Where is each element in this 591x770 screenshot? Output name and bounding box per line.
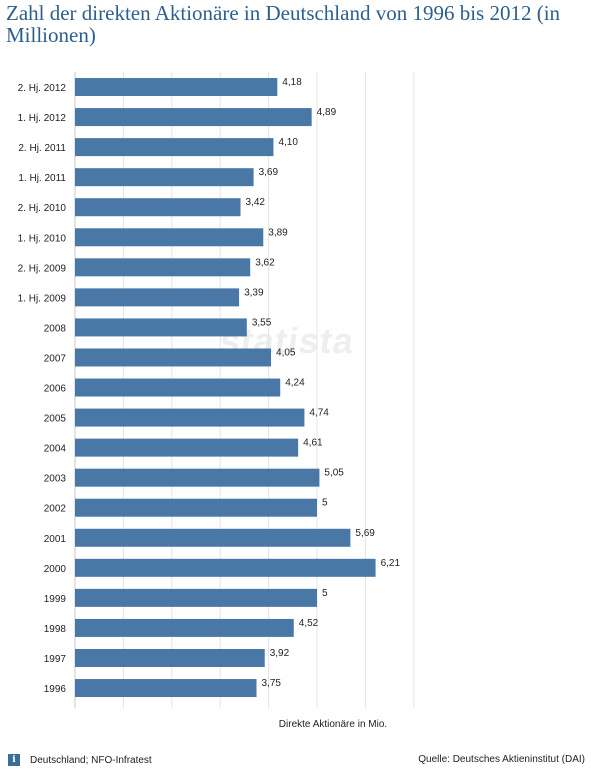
- footer-source: Quelle: Deutsches Aktieninstitut (DAI): [418, 754, 585, 765]
- value-label: 3,39: [244, 287, 264, 298]
- category-label: 1. Hj. 2012: [18, 113, 67, 124]
- category-label: 2002: [44, 504, 67, 515]
- bar[interactable]: [75, 228, 264, 247]
- value-label: 4,05: [276, 347, 296, 358]
- bar[interactable]: [75, 679, 257, 698]
- value-label: 5: [322, 588, 328, 599]
- category-label: 2008: [44, 323, 67, 334]
- bar[interactable]: [75, 108, 312, 127]
- value-label: 4,74: [309, 408, 329, 419]
- value-label: 4,52: [299, 618, 319, 629]
- bar[interactable]: [75, 558, 376, 577]
- value-label: 3,75: [262, 678, 282, 689]
- category-label: 1. Hj. 2011: [18, 173, 66, 184]
- value-label: 5,69: [355, 528, 375, 539]
- footer-region-text: Deutschland; NFO-Infratest: [30, 754, 152, 766]
- bar[interactable]: [75, 528, 351, 547]
- category-label: 2000: [44, 564, 67, 575]
- value-label: 6,21: [381, 558, 401, 569]
- bar[interactable]: [75, 648, 265, 667]
- bar[interactable]: [75, 498, 317, 517]
- category-label: 2. Hj. 2010: [18, 203, 67, 214]
- info-icon[interactable]: i: [8, 754, 20, 766]
- category-label: 1999: [44, 594, 67, 605]
- value-label: 3,69: [259, 167, 279, 178]
- category-label: 2. Hj. 2011: [18, 143, 66, 154]
- bar[interactable]: [75, 588, 317, 607]
- category-label: 1. Hj. 2010: [18, 233, 67, 244]
- bar[interactable]: [75, 408, 305, 427]
- value-label: 3,89: [268, 227, 288, 238]
- category-label: 2006: [44, 384, 67, 395]
- bar[interactable]: [75, 288, 240, 307]
- bar[interactable]: [75, 618, 294, 637]
- chart-title: Zahl der direkten Aktionäre in Deutschla…: [6, 1, 561, 47]
- category-label: 2003: [44, 474, 67, 485]
- category-label: 1997: [44, 654, 67, 665]
- value-label: 3,92: [270, 648, 290, 659]
- category-label: 1. Hj. 2009: [18, 293, 67, 304]
- x-axis-label: Direkte Aktionäre in Mio.: [278, 719, 388, 730]
- bar[interactable]: [75, 168, 254, 187]
- value-label: 4,24: [285, 378, 305, 389]
- category-label: 2005: [44, 414, 67, 425]
- bar[interactable]: [75, 468, 320, 487]
- bar[interactable]: [75, 138, 274, 157]
- value-label: 5: [322, 498, 328, 509]
- category-label: 2001: [44, 534, 67, 545]
- bar[interactable]: [75, 438, 299, 457]
- bar[interactable]: [75, 318, 247, 337]
- category-label: 2007: [44, 353, 67, 364]
- bar[interactable]: [75, 378, 281, 397]
- value-label: 3,55: [252, 317, 272, 328]
- value-label: 5,05: [324, 468, 344, 479]
- footer-region-info: i Deutschland; NFO-Infratest: [8, 754, 152, 766]
- value-label: 4,61: [303, 438, 323, 449]
- value-label: 4,10: [278, 137, 298, 148]
- bar[interactable]: [75, 258, 251, 277]
- category-label: 2. Hj. 2012: [18, 83, 67, 94]
- category-label: 2004: [44, 444, 67, 455]
- category-label: 2. Hj. 2009: [18, 263, 67, 274]
- bar[interactable]: [75, 348, 272, 367]
- bar[interactable]: [75, 198, 241, 217]
- category-label: 1998: [44, 624, 67, 635]
- value-label: 4,89: [317, 107, 337, 118]
- category-label: 1996: [44, 684, 67, 695]
- value-label: 4,18: [282, 77, 302, 88]
- value-label: 3,62: [255, 257, 275, 268]
- bar[interactable]: [75, 78, 278, 97]
- value-label: 3,42: [246, 197, 266, 208]
